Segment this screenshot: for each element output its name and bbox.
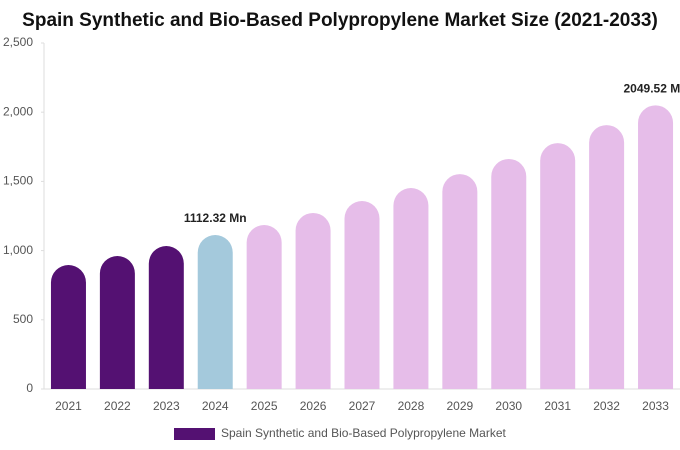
x-tick-label: 2026 <box>300 399 327 413</box>
bar <box>638 105 674 389</box>
bar <box>589 125 625 390</box>
bar <box>393 188 429 389</box>
x-tick-label: 2033 <box>642 399 669 413</box>
x-tick-label: 2024 <box>202 399 229 413</box>
x-tick-label: 2027 <box>349 399 376 413</box>
x-tick-label: 2031 <box>544 399 571 413</box>
y-tick-label: 500 <box>13 312 33 326</box>
legend-label: Spain Synthetic and Bio-Based Polypropyl… <box>221 426 506 440</box>
y-tick-label: 0 <box>26 381 33 395</box>
x-tick-label: 2023 <box>153 399 180 413</box>
legend-swatch <box>174 428 215 440</box>
bar <box>99 255 135 389</box>
data-label: 2049.52 Mn <box>624 82 680 96</box>
bar <box>148 246 184 389</box>
bar <box>295 212 331 389</box>
x-tick-label: 2029 <box>446 399 473 413</box>
bar <box>50 264 86 389</box>
x-tick-label: 2028 <box>398 399 425 413</box>
chart-title: Spain Synthetic and Bio-Based Polypropyl… <box>22 10 658 31</box>
x-tick-label: 2022 <box>104 399 131 413</box>
x-tick-label: 2032 <box>593 399 620 413</box>
x-tick-label: 2025 <box>251 399 278 413</box>
x-tick-label: 2030 <box>495 399 522 413</box>
bar <box>344 201 380 389</box>
x-tick-label: 2021 <box>55 399 82 413</box>
y-tick-label: 1,500 <box>3 174 33 188</box>
data-label: 1112.32 Mn <box>184 211 247 225</box>
bar <box>442 174 478 389</box>
bar <box>197 235 233 389</box>
y-tick-label: 2,000 <box>3 104 33 118</box>
y-tick-label: 2,500 <box>3 35 33 49</box>
bar <box>246 224 282 389</box>
y-tick-label: 1,000 <box>3 243 33 257</box>
bar <box>540 143 576 389</box>
bar <box>491 158 527 389</box>
